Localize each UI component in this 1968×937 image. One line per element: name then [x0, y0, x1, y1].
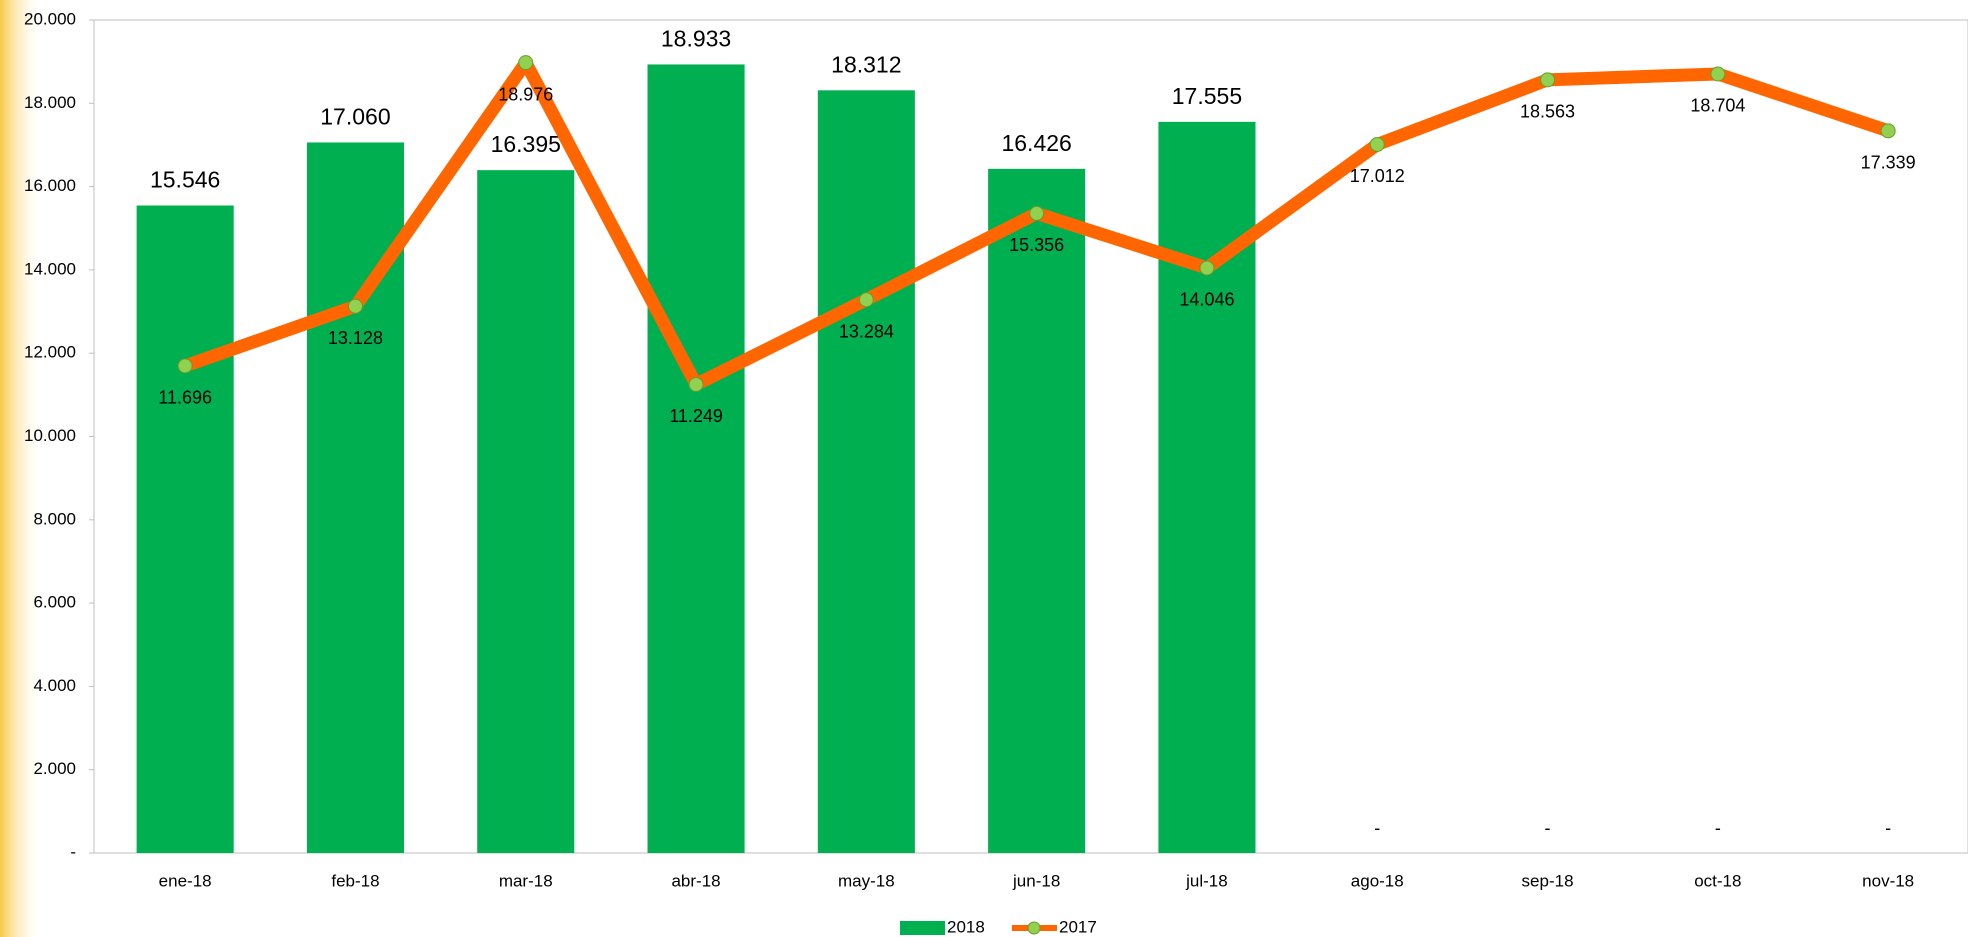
y-tick-label: 6.000	[33, 593, 76, 612]
line-label: 17.012	[1350, 166, 1405, 186]
bar	[988, 168, 1086, 853]
line-label: 14.046	[1179, 290, 1234, 310]
line-marker	[1199, 260, 1215, 276]
bar-label: -	[1374, 818, 1380, 838]
bar-label: 16.395	[491, 131, 561, 157]
bar	[477, 170, 575, 853]
y-tick-label: 4.000	[33, 676, 76, 695]
x-tick-label: may-18	[838, 871, 895, 890]
line-marker	[1540, 72, 1556, 88]
line-marker	[1369, 136, 1385, 152]
x-tick-label: ago-18	[1351, 871, 1404, 890]
y-tick-label: 14.000	[24, 259, 76, 278]
x-tick-label: jun-18	[1012, 871, 1060, 890]
x-tick-label: ene-18	[159, 871, 212, 890]
y-tick-label: -	[70, 842, 76, 861]
y-tick-label: 8.000	[33, 509, 76, 528]
line-label: 18.704	[1690, 96, 1745, 116]
x-tick-label: mar-18	[499, 871, 553, 890]
bar-label: 18.312	[831, 51, 901, 77]
line-marker	[1710, 66, 1726, 82]
bar-label: 17.555	[1172, 83, 1242, 109]
y-tick-label: 18.000	[24, 93, 76, 112]
line-marker	[858, 292, 874, 308]
bar	[1158, 121, 1256, 854]
line-label: 13.284	[839, 321, 894, 341]
bar-label: -	[1545, 818, 1551, 838]
y-tick-label: 2.000	[33, 759, 76, 778]
line-label: 11.249	[669, 406, 723, 426]
y-tick-label: 10.000	[24, 426, 76, 445]
line-label: 18.976	[498, 84, 553, 104]
bar-label: -	[1885, 818, 1891, 838]
bar-label: 18.933	[661, 26, 731, 52]
legend-marker	[1027, 921, 1041, 935]
x-tick-label: nov-18	[1862, 871, 1914, 890]
line-marker	[518, 55, 534, 71]
line-label: 18.563	[1520, 102, 1575, 122]
bar-label: 15.546	[150, 167, 220, 193]
background-glow	[0, 0, 40, 937]
line-marker	[1880, 123, 1896, 139]
x-tick-label: sep-18	[1522, 871, 1574, 890]
line-label: 13.128	[328, 328, 383, 348]
y-tick-label: 16.000	[24, 176, 76, 195]
line-marker	[177, 358, 193, 374]
bar-label: 17.060	[320, 104, 390, 130]
legend-swatch	[900, 921, 945, 935]
bar	[136, 205, 234, 853]
y-tick-label: 20.000	[24, 9, 76, 28]
line-label: 17.339	[1861, 153, 1916, 173]
bar-label: 16.426	[1001, 130, 1071, 156]
bar	[817, 90, 915, 854]
x-tick-label: oct-18	[1694, 871, 1741, 890]
legend-label: 2017	[1059, 917, 1097, 936]
legend-label: 2018	[947, 917, 985, 936]
x-tick-label: abr-18	[671, 871, 720, 890]
y-tick-label: 12.000	[24, 343, 76, 362]
line-label: 15.356	[1009, 235, 1064, 255]
line-marker	[347, 298, 363, 314]
x-tick-label: feb-18	[331, 871, 379, 890]
line-marker	[1029, 205, 1045, 221]
bar-label: -	[1715, 818, 1721, 838]
x-tick-label: jul-18	[1185, 871, 1228, 890]
line-marker	[688, 376, 704, 392]
bar	[647, 64, 745, 853]
line-label: 11.696	[158, 388, 212, 408]
